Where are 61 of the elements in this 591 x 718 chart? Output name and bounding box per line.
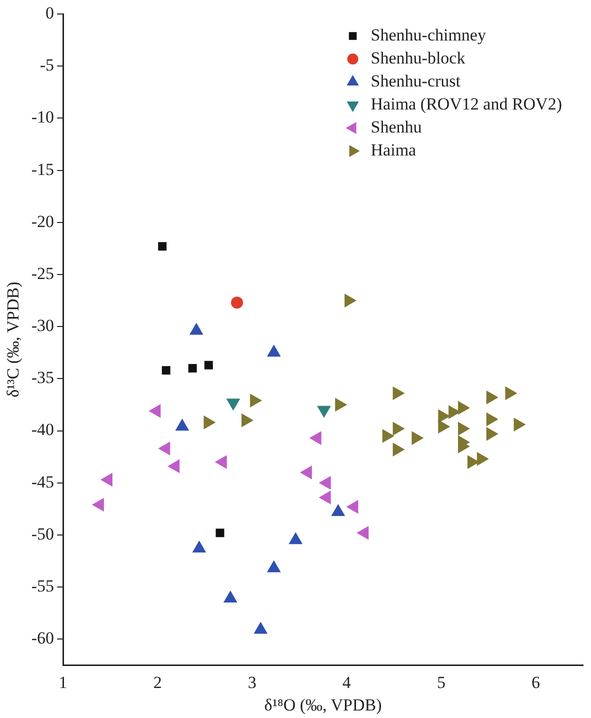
y-tick-label: -45 xyxy=(31,472,54,492)
legend-label: Haima xyxy=(370,140,417,160)
point xyxy=(188,364,197,372)
point xyxy=(288,532,303,544)
point xyxy=(392,442,405,456)
legend-label: Haima (ROV12 and ROV2) xyxy=(370,94,562,114)
x-tick-label: 5 xyxy=(436,672,446,692)
y-tick-label: 0 xyxy=(46,3,54,22)
legend-label: Shenhu-chimney xyxy=(370,25,486,44)
point xyxy=(458,400,470,415)
point xyxy=(92,498,104,512)
point xyxy=(204,360,213,370)
point xyxy=(158,442,170,456)
point xyxy=(458,422,470,436)
point xyxy=(148,404,161,418)
point xyxy=(412,431,424,445)
point xyxy=(438,409,450,424)
y-tick-label: -35 xyxy=(31,368,54,388)
y-tick-label: -60 xyxy=(31,628,54,648)
y-tick-label: -55 xyxy=(31,576,54,596)
y-tick-label: -40 xyxy=(31,420,54,440)
point xyxy=(476,452,489,466)
y-tick-label: -15 xyxy=(31,160,54,179)
legend-label: Shenhu xyxy=(370,117,422,136)
point xyxy=(392,422,405,436)
point xyxy=(231,296,244,309)
point xyxy=(486,412,498,426)
point xyxy=(192,540,206,553)
legend-label: Shenhu-crust xyxy=(370,71,461,90)
point xyxy=(382,429,394,443)
point xyxy=(158,242,167,251)
y-tick-label: -5 xyxy=(40,56,54,75)
point xyxy=(486,426,498,441)
point xyxy=(514,418,526,432)
point xyxy=(168,459,180,474)
point xyxy=(216,528,224,538)
point xyxy=(486,390,498,404)
y-tick-label: -30 xyxy=(31,316,54,336)
point xyxy=(223,590,238,603)
x-tick-label: 3 xyxy=(248,672,256,692)
point xyxy=(266,560,281,572)
point xyxy=(438,420,450,434)
point xyxy=(254,622,268,634)
y-tick-label: -10 xyxy=(31,108,54,127)
point xyxy=(162,366,170,375)
point xyxy=(392,386,405,400)
x-tick-label: 1 xyxy=(58,672,68,692)
x-axis-title: δ¹⁸O (‰, VPDB) xyxy=(264,695,382,714)
point xyxy=(331,504,346,516)
point xyxy=(100,472,112,487)
y-tick-label: -50 xyxy=(31,524,54,544)
x-tick-label: 2 xyxy=(153,672,162,692)
point xyxy=(505,386,518,400)
point xyxy=(335,398,348,412)
x-tick-label: 4 xyxy=(342,672,352,692)
legend-label: Shenhu-block xyxy=(370,48,466,68)
point xyxy=(344,294,357,308)
y-tick-label: -20 xyxy=(31,212,54,231)
y-tick-label: -25 xyxy=(31,264,54,283)
y-axis-title: δ¹³C (‰, VPDB) xyxy=(4,282,23,398)
x-tick-label: 6 xyxy=(531,672,540,692)
